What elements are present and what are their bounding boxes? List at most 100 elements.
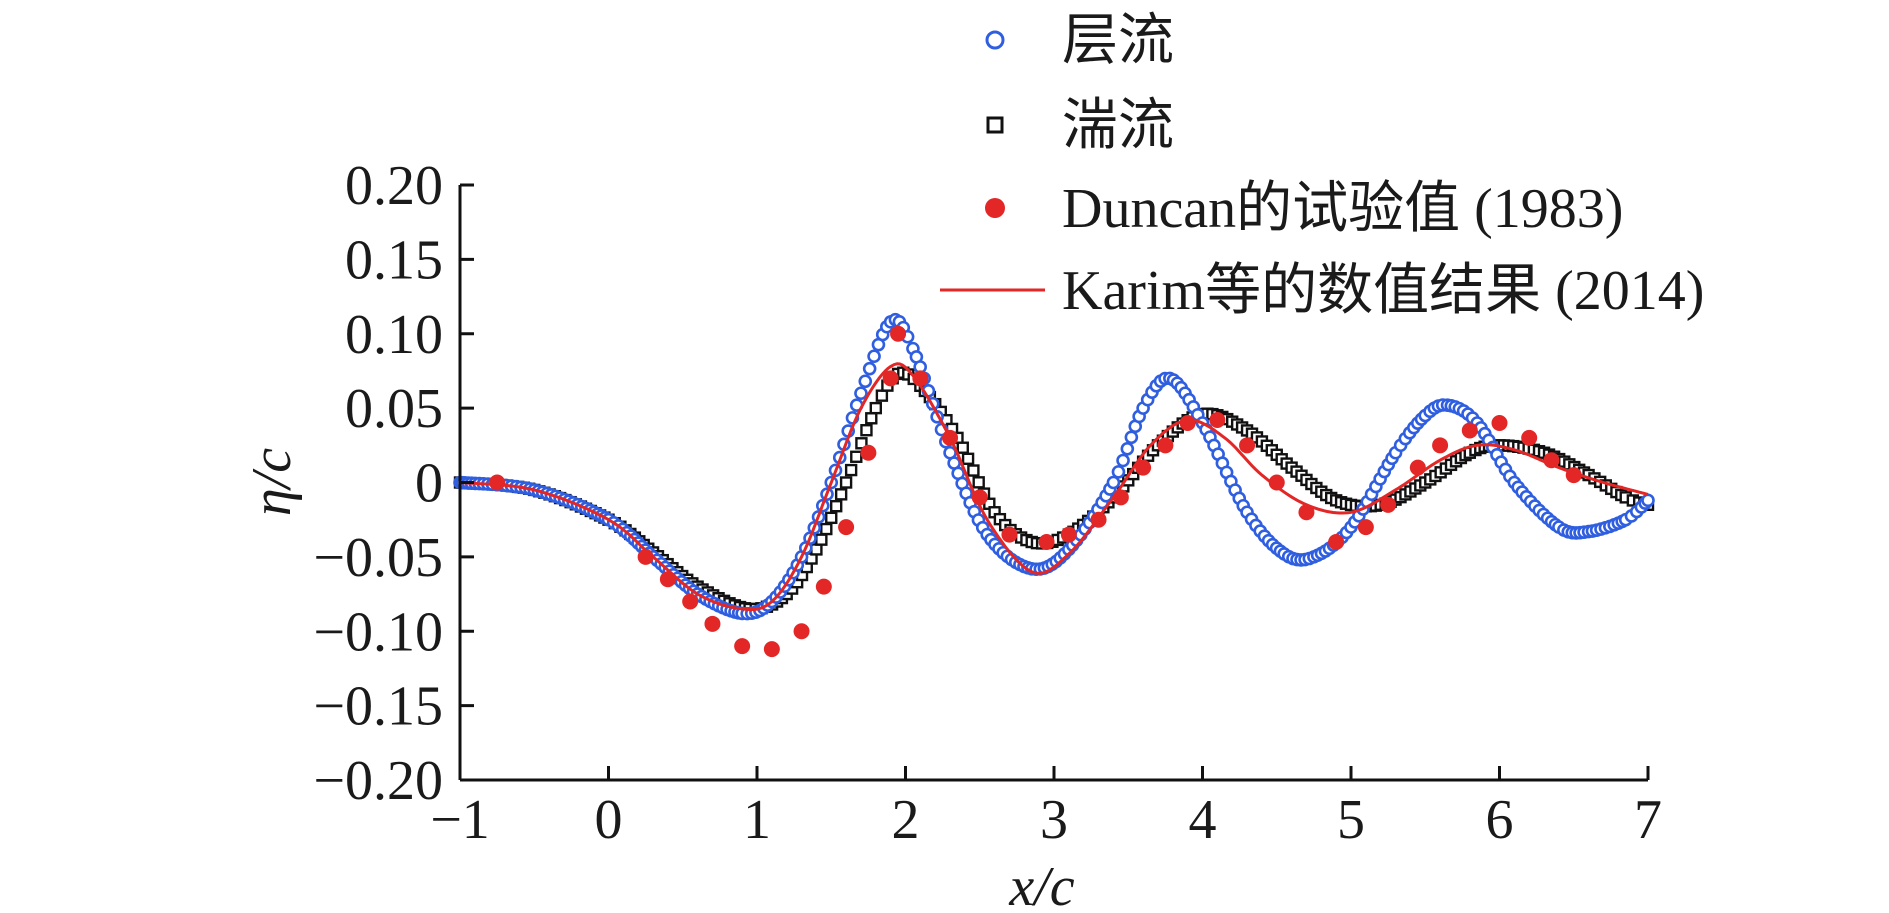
- y-ticks: 0.20 0.15 0.10 0.05 0 −0.05 −0.10 −0.15 −0.20: [313, 155, 474, 812]
- x-tick-label: 6: [1486, 789, 1514, 851]
- legend-marker: [985, 30, 1005, 50]
- data-point: [763, 641, 780, 658]
- data-point: [1491, 415, 1508, 431]
- data-point: [1461, 422, 1478, 439]
- data-point: [839, 476, 853, 489]
- data-point: [838, 519, 855, 536]
- legend-item: Duncan的试验值 (1983): [985, 178, 1623, 240]
- x-tick-label: 0: [595, 789, 623, 851]
- data-point: [1001, 526, 1018, 543]
- data-point: [825, 511, 838, 525]
- legend-marker: [985, 198, 1005, 218]
- data-point: [942, 429, 959, 446]
- legend-marker: [986, 116, 1004, 134]
- y-tick-label: 0.10: [345, 304, 443, 366]
- data-point: [956, 441, 969, 454]
- data-point: [489, 474, 506, 491]
- data-point: [834, 488, 848, 501]
- series-3: [459, 362, 1649, 611]
- y-tick-label: −0.10: [313, 601, 443, 663]
- data-point: [1124, 430, 1139, 445]
- legend-label: Duncan的试验值 (1983): [1062, 178, 1623, 240]
- x-tick-label: 2: [892, 789, 920, 851]
- x-tick-label: 5: [1337, 789, 1365, 851]
- data-point: [1120, 442, 1135, 456]
- data-point: [855, 437, 868, 450]
- legend-item: 湍流: [986, 95, 1174, 157]
- data-point: [1112, 489, 1129, 506]
- data-point: [1135, 459, 1152, 476]
- series-2: [489, 325, 1582, 658]
- data-point: [860, 444, 877, 461]
- data-point: [1565, 467, 1582, 484]
- data-point: [972, 476, 985, 489]
- data-point: [1038, 534, 1055, 550]
- data-point: [1106, 475, 1121, 490]
- data-point: [637, 548, 654, 565]
- data-point: [1328, 534, 1345, 550]
- x-ticks: −1 0 1 2 3 4 5 6 7: [430, 766, 1662, 851]
- legend-item: 层流: [985, 10, 1174, 72]
- series-line: [459, 362, 1649, 611]
- y-tick-label: 0.05: [345, 378, 443, 440]
- data-point: [1380, 496, 1397, 513]
- x-tick-label: 7: [1634, 789, 1662, 851]
- legend-item: Karim等的数值结果 (2014): [940, 260, 1704, 322]
- y-tick-label: 0.20: [345, 155, 443, 217]
- x-tick-label: −1: [430, 789, 490, 851]
- data-point: [1409, 459, 1426, 476]
- data-point: [1298, 504, 1315, 521]
- data-point: [810, 543, 823, 556]
- data-point: [1209, 412, 1226, 429]
- legend-label: 湍流: [1062, 95, 1174, 157]
- data-point: [854, 386, 868, 401]
- data-point: [1543, 452, 1560, 469]
- data-point: [1268, 474, 1285, 491]
- y-tick-label: −0.05: [313, 527, 443, 589]
- x-tick-label: 4: [1189, 789, 1217, 851]
- data-point: [860, 424, 873, 437]
- data-point: [659, 571, 676, 588]
- data-point: [1432, 437, 1449, 454]
- y-tick-label: −0.15: [313, 676, 443, 738]
- data-point: [961, 452, 975, 465]
- data-point: [844, 463, 858, 477]
- data-point: [858, 374, 873, 389]
- x-tick-label: 3: [1040, 789, 1068, 851]
- data-point: [912, 370, 929, 387]
- data-point: [1357, 519, 1374, 536]
- data-point: [971, 489, 988, 506]
- x-tick-label: 1: [743, 789, 771, 851]
- data-point: [1521, 429, 1538, 446]
- data-point: [1179, 415, 1196, 431]
- data-point: [815, 578, 832, 595]
- data-point: [869, 401, 882, 415]
- data-point: [1111, 465, 1126, 479]
- x-axis-title: x/c: [1008, 856, 1074, 913]
- series-1: [453, 366, 1655, 616]
- y-axis-title: η/c: [241, 448, 303, 516]
- data-point: [682, 593, 699, 610]
- data-point: [967, 464, 980, 477]
- data-point: [815, 533, 828, 546]
- y-tick-label: −0.20: [313, 750, 443, 812]
- data-point: [793, 623, 810, 640]
- data-point: [1090, 511, 1107, 528]
- data-point: [862, 361, 877, 376]
- legend-label: Karim等的数值结果 (2014): [1062, 260, 1704, 322]
- series-0: [453, 312, 1655, 621]
- data-point: [1641, 493, 1655, 508]
- data-point: [734, 638, 751, 655]
- data-point: [1116, 453, 1130, 468]
- data-point: [1239, 437, 1256, 454]
- y-tick-label: 0.15: [345, 229, 443, 291]
- data-point: [875, 389, 889, 402]
- data-point: [1060, 526, 1077, 543]
- data-point: [704, 615, 721, 632]
- data-point: [890, 325, 907, 342]
- data-point: [865, 412, 878, 425]
- data-point: [850, 450, 863, 463]
- y-tick-label: 0: [415, 453, 443, 515]
- data-point: [882, 370, 899, 387]
